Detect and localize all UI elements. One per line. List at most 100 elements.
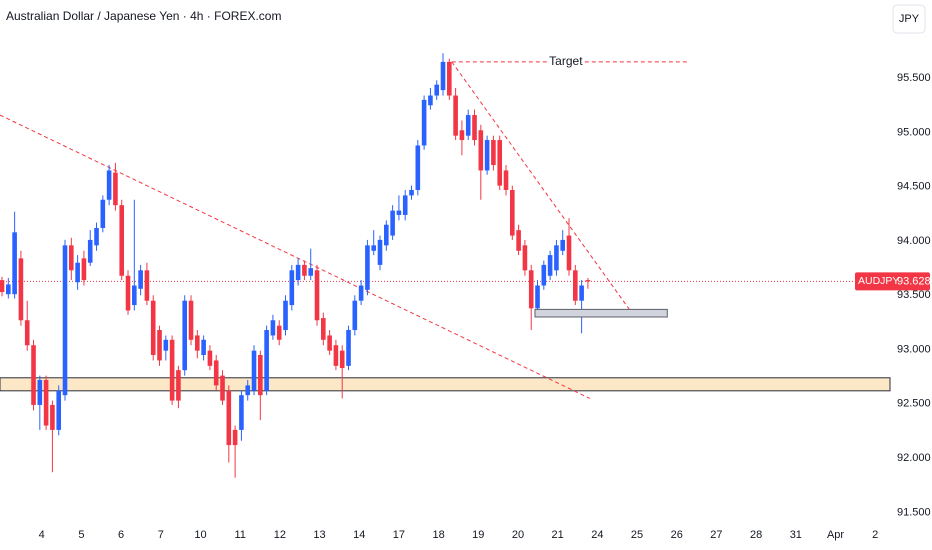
candle-body	[264, 330, 269, 391]
candle-body	[31, 345, 36, 405]
candle-body	[447, 61, 452, 96]
candle-body	[207, 350, 213, 366]
candle-body	[182, 300, 188, 371]
candle-body	[213, 360, 219, 386]
candle-body	[478, 130, 484, 171]
price-tag	[855, 272, 930, 291]
candle-body	[94, 227, 99, 246]
candle-body	[163, 339, 169, 351]
x-tick-label: 28	[750, 529, 762, 541]
candle-body	[106, 170, 112, 200]
candle-body	[188, 300, 194, 340]
candle-body	[50, 404, 55, 430]
x-tick-label: 13	[313, 529, 325, 541]
x-tick-label: 24	[591, 529, 603, 541]
candle-body	[295, 264, 301, 281]
candle-body	[352, 300, 358, 331]
candle-body	[132, 285, 137, 306]
candle-body	[62, 245, 68, 396]
candle-body	[459, 130, 465, 141]
candle-body	[541, 264, 547, 286]
x-tick-label: 7	[158, 529, 164, 541]
price-tag-symbol: AUDJPY	[858, 275, 899, 287]
x-tick-label: 31	[790, 529, 802, 541]
candle-body	[6, 284, 11, 295]
candle-body	[169, 339, 175, 401]
candle-body	[270, 320, 276, 336]
candle-body	[289, 270, 295, 306]
candle-body	[87, 239, 93, 263]
y-tick-label: 91.500	[897, 506, 931, 518]
candle-body	[554, 245, 559, 271]
candle-body	[428, 95, 433, 106]
x-tick-label: 6	[118, 529, 124, 541]
x-tick-label: 14	[353, 529, 365, 541]
y-tick-label: 92.000	[897, 452, 931, 464]
range-box	[534, 308, 668, 318]
candle-body	[491, 140, 496, 166]
candle-body	[12, 232, 17, 295]
x-tick-label: 27	[710, 529, 722, 541]
candle-body	[24, 320, 30, 346]
candle-body	[409, 189, 414, 196]
candle-body	[384, 224, 389, 246]
candle-body	[535, 285, 540, 309]
candle-body	[0, 280, 5, 293]
x-tick-label: 10	[194, 529, 206, 541]
candle-body	[434, 84, 440, 96]
currency-label[interactable]: JPY	[899, 13, 920, 25]
candle-body	[258, 354, 263, 396]
candle-body	[302, 264, 307, 276]
candle-body	[69, 245, 74, 271]
candle-body	[421, 99, 427, 146]
candle-body	[100, 199, 106, 228]
candle-body	[245, 385, 251, 396]
candle-body	[18, 258, 24, 321]
candle-body	[402, 195, 408, 215]
x-tick-label: 20	[512, 529, 524, 541]
y-tick-label: 94.000	[897, 235, 931, 247]
candle-body	[365, 245, 370, 290]
x-tick-label: 11	[234, 529, 245, 541]
candle-body	[226, 390, 232, 446]
target-label-bg	[547, 53, 584, 70]
candle-body	[440, 61, 446, 91]
candle-body	[43, 379, 49, 426]
candle-body	[251, 350, 257, 391]
trend-line	[451, 61, 631, 311]
candle-body	[144, 270, 150, 301]
candle-body	[371, 245, 377, 251]
candle-body	[547, 255, 553, 276]
candle-body	[585, 280, 591, 282]
candle-body	[484, 140, 490, 171]
target-label: Target	[549, 54, 583, 68]
candle-body	[150, 300, 156, 355]
x-tick-label: Apr	[827, 529, 844, 541]
candle-body	[113, 172, 118, 206]
candle-body	[232, 429, 238, 446]
x-tick-label: 2	[872, 529, 878, 541]
candle-body	[346, 330, 351, 366]
candle-body	[125, 275, 131, 311]
candle-body	[566, 235, 572, 271]
candle-body	[201, 339, 206, 355]
y-tick-label: 95.500	[897, 72, 931, 84]
x-tick-label: 26	[671, 529, 683, 541]
y-tick-label: 93.500	[897, 289, 931, 301]
currency-button[interactable]	[892, 4, 926, 34]
candle-body	[195, 335, 200, 351]
candle-body	[503, 170, 509, 190]
x-tick-label: 19	[472, 529, 484, 541]
chart-title: Australian Dollar / Japanese Yen · 4h · …	[6, 9, 281, 23]
candle-body	[573, 270, 578, 301]
x-tick-label: 12	[274, 529, 286, 541]
candle-body	[138, 270, 143, 289]
y-tick-label: 92.500	[897, 398, 931, 410]
x-tick-label: 17	[393, 529, 405, 541]
candle-body	[56, 390, 62, 430]
candle-body	[81, 258, 87, 281]
candle-body	[390, 210, 395, 236]
candle-body	[339, 350, 345, 369]
candle-body	[308, 268, 314, 276]
